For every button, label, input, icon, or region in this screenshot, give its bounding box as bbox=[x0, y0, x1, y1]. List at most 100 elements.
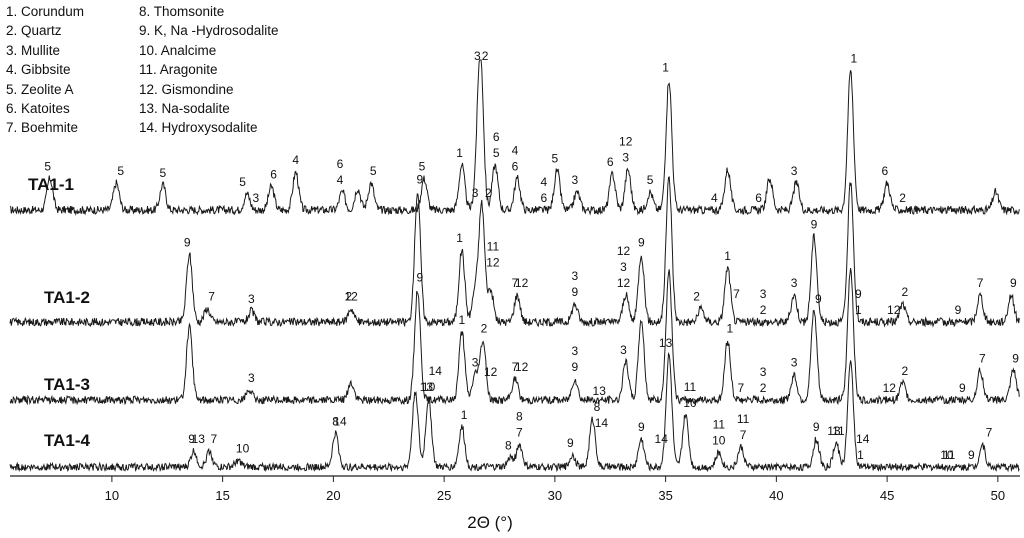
peak-label: 2 bbox=[482, 49, 489, 63]
peak-label: 9 bbox=[1012, 351, 1019, 365]
peak-label: 3 bbox=[622, 151, 629, 165]
peak-label: 1 bbox=[456, 231, 463, 245]
peak-label: 3 bbox=[620, 343, 627, 357]
peak-label: 3 bbox=[253, 191, 260, 205]
peak-label: 3 bbox=[760, 287, 767, 301]
peak-label: 1 bbox=[851, 52, 858, 66]
legend-item: 11. Aragonite bbox=[139, 62, 218, 78]
x-tick-label: 20 bbox=[326, 488, 340, 503]
peak-label: 3 bbox=[791, 276, 798, 290]
peak-label: 9 bbox=[815, 292, 822, 306]
peak-label: 3 bbox=[571, 173, 578, 187]
peak-label: 3 bbox=[248, 292, 255, 306]
trace-ta1-4 bbox=[9, 352, 1020, 473]
peak-label: 9 bbox=[416, 173, 423, 187]
peak-label: 14 bbox=[655, 432, 669, 446]
peak-label: 9 bbox=[571, 285, 578, 299]
peak-label: 12 bbox=[344, 290, 358, 304]
peak-label: 7 bbox=[512, 276, 519, 290]
x-tick-label: 30 bbox=[548, 488, 562, 503]
legend-item: 13. Na-sodalite bbox=[139, 101, 230, 117]
peak-label: 7 bbox=[977, 276, 984, 290]
peak-label: 2 bbox=[899, 191, 906, 205]
peak-label: 1 bbox=[724, 249, 731, 263]
x-axis-label: 2Θ (°) bbox=[467, 513, 513, 532]
peak-label: 10 bbox=[683, 396, 697, 410]
x-tick-label: 45 bbox=[880, 488, 894, 503]
peak-label: 9 bbox=[955, 303, 962, 317]
x-tick-label: 10 bbox=[105, 488, 119, 503]
peak-label: 11 bbox=[684, 380, 697, 394]
peak-label: 2 bbox=[481, 322, 488, 336]
peak-label: 12 bbox=[486, 256, 500, 270]
peak-label: 13 bbox=[827, 424, 841, 438]
peak-label: 8 bbox=[505, 438, 512, 452]
peak-label: 9 bbox=[855, 287, 862, 301]
peak-label: 7 bbox=[986, 426, 993, 440]
peak-label: 1 bbox=[726, 322, 733, 336]
peak-label: 3 bbox=[760, 365, 767, 379]
trace-name-label: TA1-2 bbox=[44, 288, 90, 307]
peak-label: 5 bbox=[493, 146, 500, 160]
peak-label: 9 bbox=[638, 236, 645, 250]
peak-label: 6 bbox=[337, 157, 344, 171]
peak-label: 3 bbox=[472, 186, 479, 200]
peak-label: 13 bbox=[420, 380, 434, 394]
peak-label: 5 bbox=[552, 151, 559, 165]
peak-label: 3 bbox=[620, 260, 627, 274]
legend-item: 9. K, Na -Hydrosodalite bbox=[139, 23, 279, 39]
peak-label: 9 bbox=[567, 436, 574, 450]
trace-name-label: TA1-3 bbox=[44, 375, 90, 394]
peak-label: 5 bbox=[239, 175, 246, 189]
peak-label: 1 bbox=[855, 303, 862, 317]
peak-label: 9 bbox=[1010, 276, 1017, 290]
peak-label: 4 bbox=[512, 144, 519, 158]
peak-label: 13 bbox=[593, 384, 607, 398]
legend-column-left: 1. Corundum 2. Quartz 3. Mullite 4. Gibb… bbox=[6, 2, 84, 138]
trace-name-label: TA1-1 bbox=[28, 175, 74, 194]
peak-label: 1 bbox=[458, 313, 465, 327]
peak-label: 6 bbox=[540, 191, 547, 205]
peak-label: 1 bbox=[456, 146, 463, 160]
peak-label: 6 bbox=[512, 160, 519, 174]
legend-item: 10. Analcime bbox=[139, 42, 217, 58]
peak-label: 9 bbox=[813, 420, 820, 434]
peak-label: 2 bbox=[901, 364, 908, 378]
peak-label: 3 bbox=[791, 164, 798, 178]
peak-label: 3 bbox=[474, 49, 481, 63]
trace-ta1-3 bbox=[9, 268, 1020, 406]
peak-label: 6 bbox=[882, 164, 889, 178]
peak-label: 9 bbox=[571, 360, 578, 374]
peak-label: 6 bbox=[607, 155, 614, 169]
peak-label: 6 bbox=[270, 168, 277, 182]
peak-label: 11 bbox=[737, 412, 750, 426]
peak-label: 7 bbox=[733, 287, 740, 301]
peak-label: 12 bbox=[617, 276, 631, 290]
peak-label: 14 bbox=[856, 432, 870, 446]
peak-label: 5 bbox=[159, 166, 166, 180]
peak-label: 12 bbox=[515, 276, 529, 290]
peak-label: 10 bbox=[422, 380, 436, 394]
peak-label: 9 bbox=[811, 218, 818, 232]
peak-label: 1 bbox=[461, 408, 468, 422]
peak-label: 13 bbox=[192, 432, 206, 446]
peak-label: 6 bbox=[493, 130, 500, 144]
x-tick-label: 50 bbox=[991, 488, 1005, 503]
peak-label: 3 bbox=[571, 269, 578, 283]
peak-label: 14 bbox=[429, 364, 443, 378]
peak-label: 8 bbox=[516, 410, 523, 424]
peak-label: 2 bbox=[693, 290, 700, 304]
peak-label: 10 bbox=[236, 442, 250, 456]
legend-item: 7. Boehmite bbox=[6, 120, 79, 136]
peak-label: 10 bbox=[712, 434, 726, 448]
peak-label: 4 bbox=[292, 153, 299, 167]
peak-label: 2 bbox=[760, 381, 767, 395]
peak-label: 13 bbox=[659, 336, 673, 350]
legend-item: 8. Thomsonite bbox=[139, 4, 225, 19]
peak-label: 1 bbox=[662, 61, 669, 75]
x-tick-label: 40 bbox=[769, 488, 783, 503]
legend-item: 4. Gibbsite bbox=[6, 62, 71, 78]
peak-label: 1 bbox=[857, 448, 864, 462]
